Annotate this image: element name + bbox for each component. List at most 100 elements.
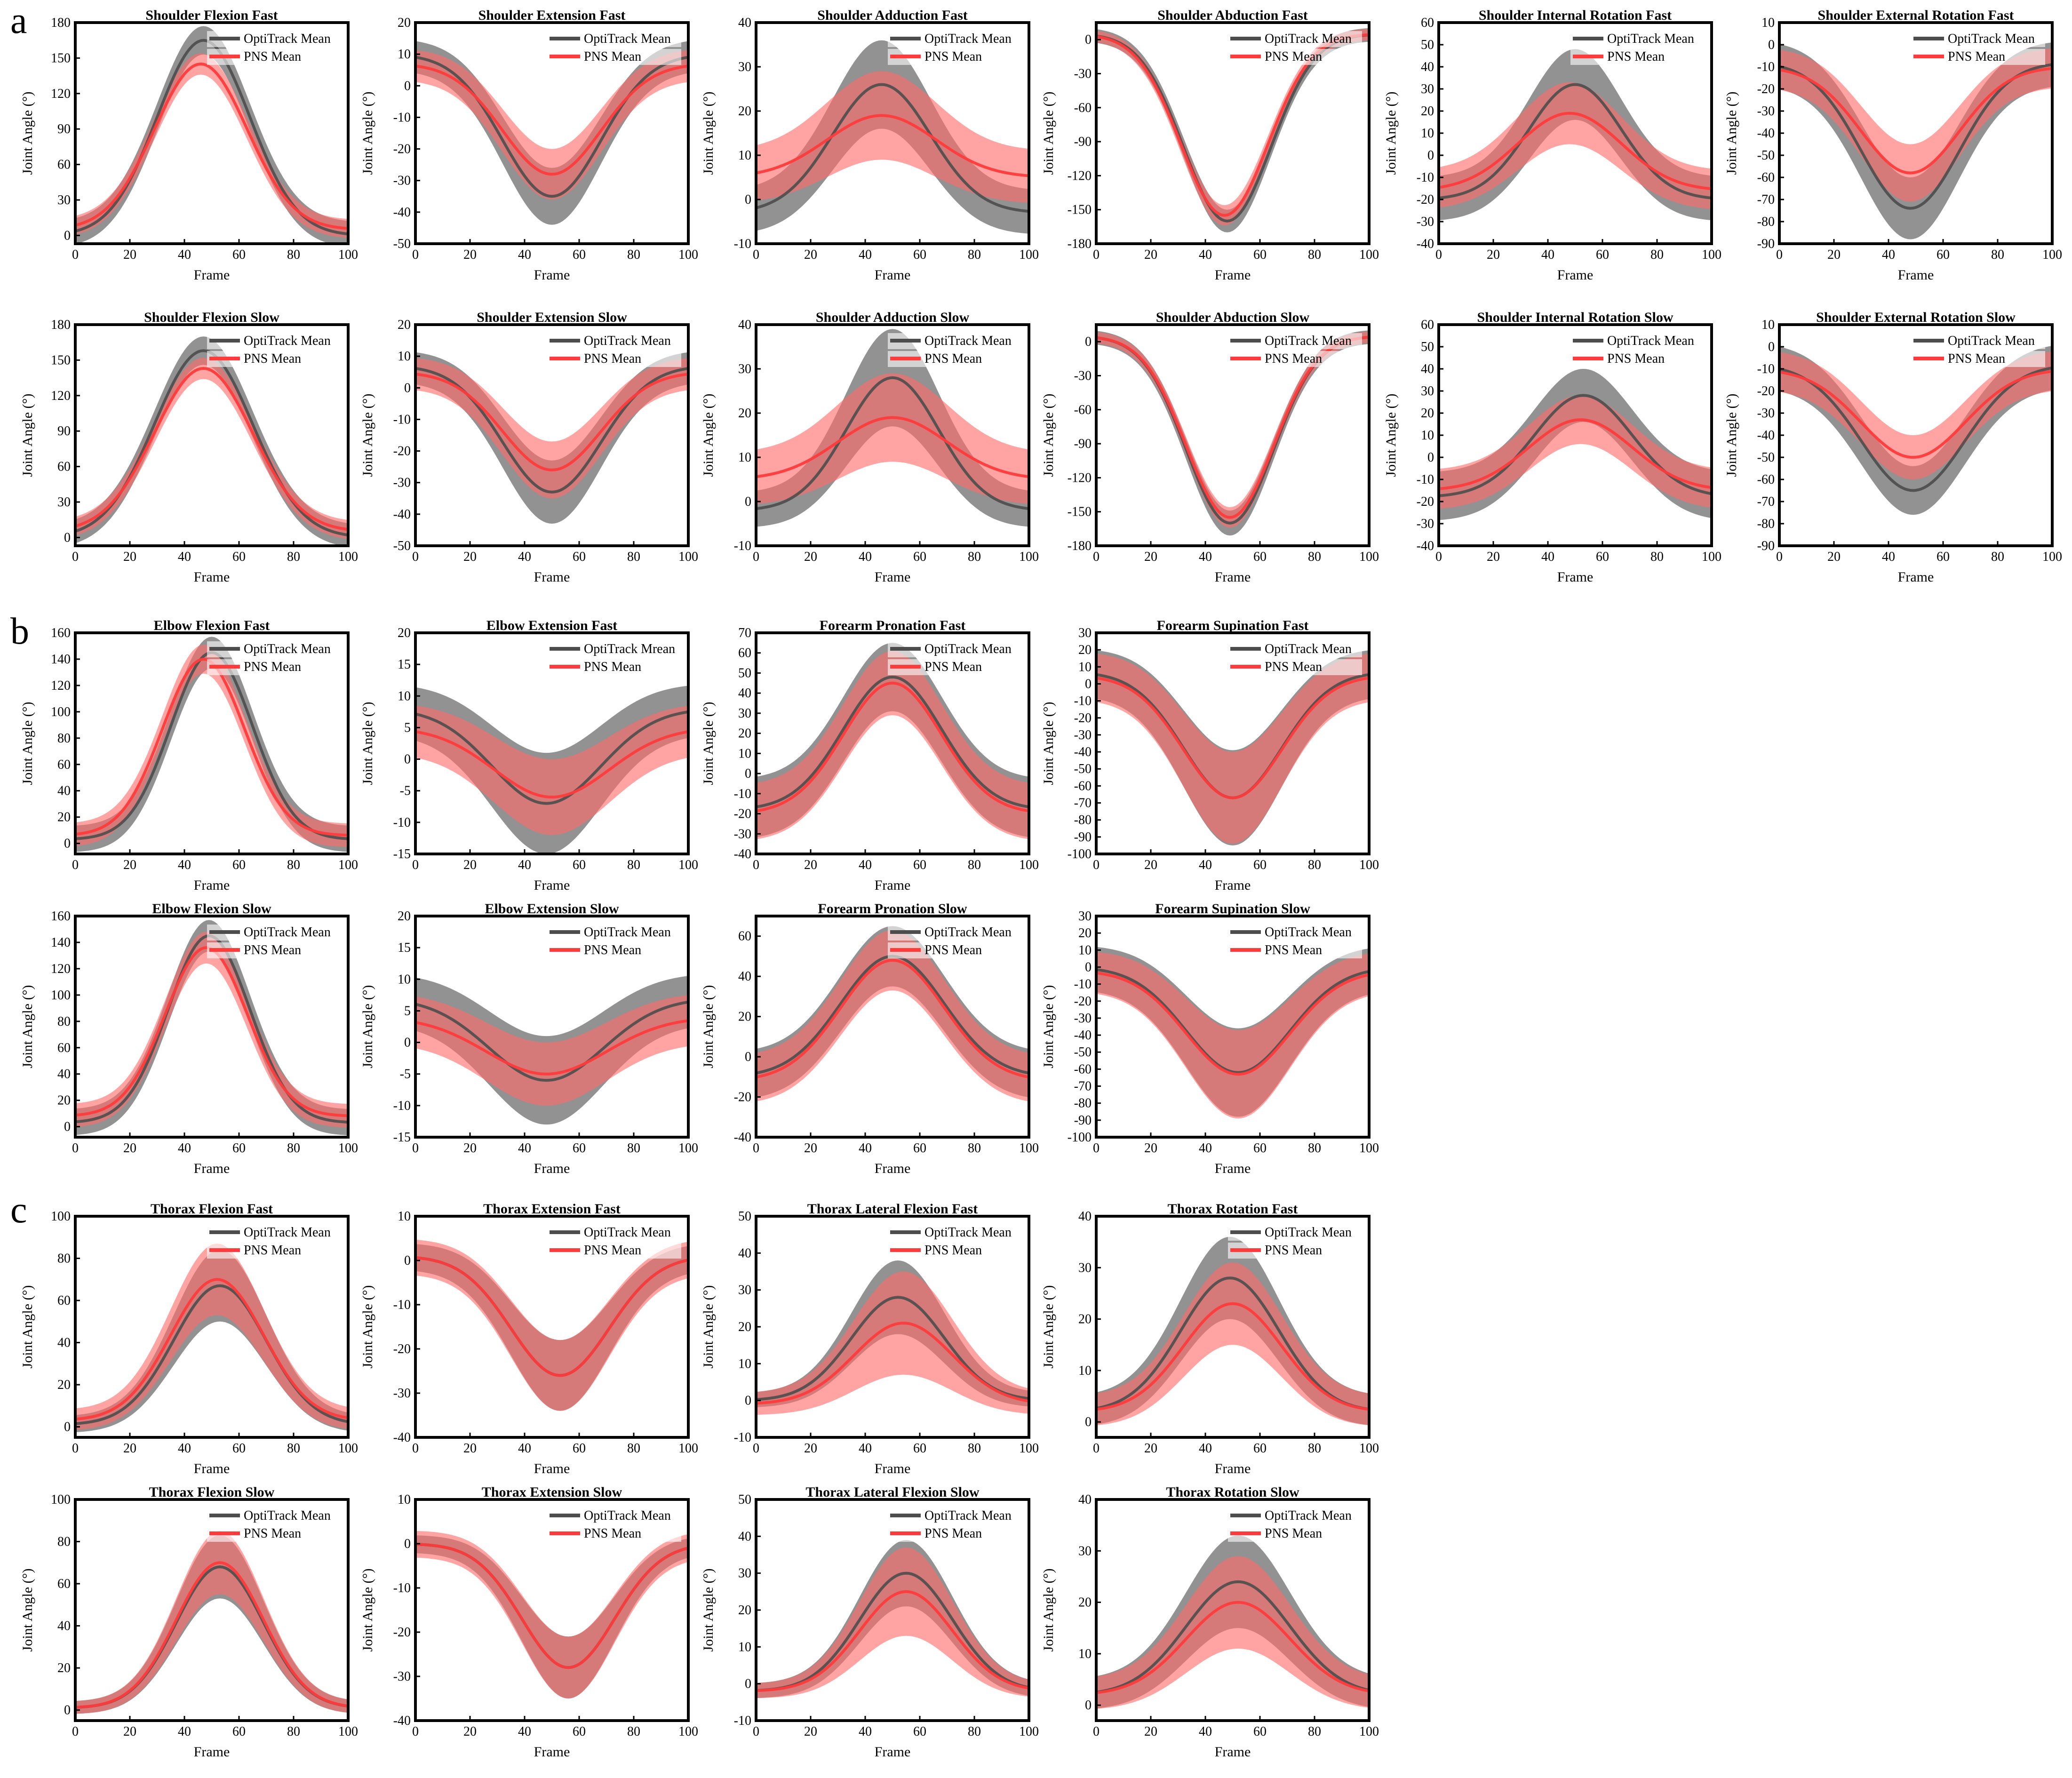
chart-title: Shoulder Abduction Fast (1157, 8, 1308, 23)
y-tick-label: 50 (1421, 38, 1434, 52)
legend-label-optitrack-mean: OptiTrack Mean (1607, 32, 1694, 46)
x-tick-label: 40 (518, 550, 531, 564)
chart-panel-thorax-lateral-flexion-slow: Thorax Lateral Flexion Slow-100102030405… (701, 1484, 1039, 1760)
x-tick-label: 0 (753, 1441, 759, 1456)
x-tick-label: 20 (123, 550, 136, 564)
chart-panel-shoulder-internal-rotation-slow: Shoulder Internal Rotation Slow -40 -30 -20… (1383, 310, 1721, 585)
x-tick-label: 100 (1359, 550, 1379, 564)
y-tick-label: 20 (398, 318, 411, 332)
x-tick-label: 80 (627, 550, 640, 564)
y-tick-label: -10 (734, 237, 751, 251)
y-tick-label: 0 (64, 228, 71, 243)
y-tick-label: 100 (51, 1209, 71, 1224)
y-tick-label: 10 (1078, 943, 1092, 957)
y-tick-label: -20 (1417, 494, 1434, 509)
x-tick-label: 60 (1937, 550, 1950, 564)
chart-title: Forearm Pronation Fast (820, 618, 966, 633)
chart-panel-shoulder-extension-fast: Shoulder Extension Fast -50 -40 -30 -20 -10 0 1… (360, 8, 698, 283)
y-tick-label: -180 (1068, 539, 1092, 553)
y-tick-label: 0 (745, 1050, 751, 1064)
chart-panel-thorax-rotation-fast: Thorax Rotation Fast 0 10 20 30 40 0 20 40 60 80 10… (1041, 1201, 1379, 1476)
y-tick-label: -70 (1757, 494, 1775, 509)
chart-title: Shoulder Adduction Fast (817, 8, 968, 23)
series-line-pns-mean (1096, 1302, 1369, 1411)
x-tick-label: 80 (1308, 550, 1321, 564)
x-tick-label: 80 (287, 1141, 300, 1156)
y-tick-label: 40 (57, 1336, 71, 1350)
chart-panel-forearm-pronation-slow: Forearm Pronation Slow -40 -20 0 20 40 60 0 20 40… (701, 901, 1039, 1176)
x-tick-label: 40 (1199, 1724, 1212, 1739)
y-tick-label: -10 (393, 1298, 411, 1312)
y-tick-label: 0 (404, 1253, 411, 1268)
x-tick-label: 60 (573, 1141, 586, 1156)
legend-label-optitrack-mean: OptiTrack Mean (1265, 334, 1352, 348)
y-axis-label: Joint Angle (°) (360, 1569, 375, 1652)
x-tick-label: 20 (463, 1724, 477, 1739)
y-tick-label: 0 (745, 1677, 751, 1691)
x-tick-label: 0 (753, 247, 759, 262)
series-band-pns-mean (415, 995, 688, 1106)
y-tick-label: -10 (734, 787, 751, 801)
chart-title: Shoulder External Rotation Slow (1816, 310, 2016, 325)
legend: OptiTrack Mean PNS Mean (547, 333, 681, 367)
plot-frame (1095, 1215, 1371, 1439)
y-tick-label: -50 (393, 539, 411, 553)
x-tick-label: 80 (1991, 550, 2004, 564)
y-tick-label: 0 (1085, 1415, 1092, 1429)
x-tick-label: 40 (1882, 550, 1895, 564)
x-axis-label: Frame (1898, 267, 1934, 283)
x-axis-label: Frame (1215, 1161, 1251, 1176)
x-axis-label: Frame (1215, 1744, 1251, 1760)
legend-label-pns-mean: PNS Mean (1265, 351, 1322, 366)
legend: OptiTrack Mean PNS Mean (1228, 925, 1362, 958)
series-line-pns-mean (415, 64, 688, 176)
y-tick-label: 20 (738, 406, 751, 421)
plot-frame (755, 323, 1030, 547)
x-axis-label: Frame (875, 1461, 911, 1476)
x-tick-label: 0 (1093, 1141, 1100, 1156)
legend: OptiTrack Mean PNS Mean (1570, 31, 1705, 65)
y-tick-label: -30 (393, 174, 411, 188)
chart-title: Shoulder Extension Slow (477, 310, 627, 325)
series-line-pns-mean (415, 730, 688, 799)
y-tick-label: -50 (1074, 762, 1092, 776)
y-tick-label: -10 (393, 412, 411, 427)
y-tick-label: -10 (1757, 60, 1775, 74)
y-axis-label: Joint Angle (°) (1041, 1285, 1056, 1369)
chart-panel-shoulder-abduction-slow: Shoulder Abduction Slow -180 -150 -120 -90 -6… (1041, 310, 1379, 585)
x-axis-label: Frame (534, 877, 570, 893)
series-line-pns-mean (1096, 971, 1369, 1076)
legend: OptiTrack Mean PNS Mean (207, 1225, 341, 1259)
y-tick-label: 0 (404, 1036, 411, 1050)
series-band-pns-mean (75, 932, 348, 1128)
legend-label-optitrack-mean: OptiTrack Mean (1265, 642, 1352, 656)
x-tick-label: 0 (1093, 550, 1100, 564)
series-line-pns-mean (1096, 676, 1369, 799)
x-tick-label: 20 (123, 1441, 136, 1456)
y-tick-label: 30 (738, 60, 751, 74)
y-tick-label: 120 (51, 389, 71, 403)
y-axis-label: Joint Angle (°) (20, 1569, 35, 1652)
plot-frame (1095, 323, 1371, 547)
y-tick-label: 0 (64, 1120, 71, 1134)
chart-panel-forearm-pronation-fast: Forearm Pronation Fast -40 -30 -20 -10 0 10 20 3… (701, 618, 1039, 893)
y-tick-label: -100 (1068, 847, 1092, 861)
plot-area (75, 1244, 348, 1433)
y-tick-label: 20 (1078, 643, 1092, 657)
chart-panel-thorax-flexion-fast: Thorax Flexion Fast 0 20 40 60 80 100 0 20 40 60 80… (20, 1201, 358, 1476)
x-tick-label: 100 (678, 1441, 698, 1456)
y-tick-label: 0 (745, 192, 751, 207)
y-tick-label: 20 (738, 1320, 751, 1334)
legend-label-optitrack-mean: OptiTrack Mean (584, 1508, 671, 1523)
y-tick-label: 0 (1768, 38, 1775, 52)
y-tick-label: 0 (64, 837, 71, 851)
y-tick-label: 20 (398, 626, 411, 640)
legend-label-optitrack-mrean: OptiTrack Mrean (584, 642, 675, 656)
x-tick-label: 40 (859, 858, 872, 872)
x-tick-label: 40 (518, 858, 531, 872)
y-tick-label: 30 (738, 1283, 751, 1298)
legend-label-pns-mean: PNS Mean (1607, 49, 1665, 64)
x-tick-label: 40 (178, 1141, 191, 1156)
y-tick-label: 10 (1078, 1363, 1092, 1378)
